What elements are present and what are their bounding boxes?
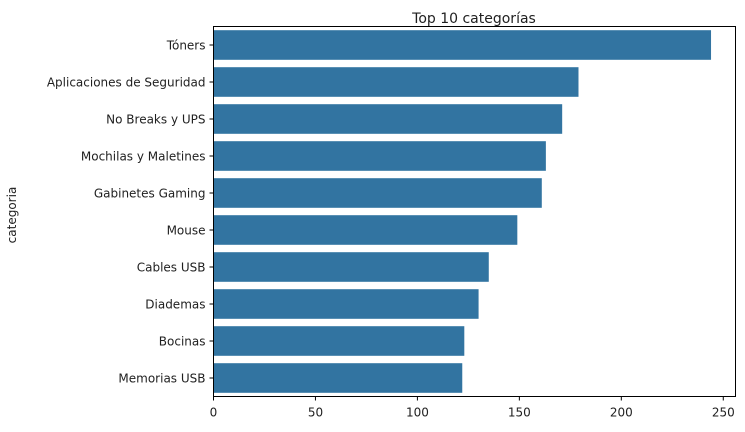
bar-0 [213, 30, 712, 60]
x-axis-ticks: 0 50 100 150 200 250 [210, 396, 735, 420]
y-tick-label-2: No Breaks y UPS [106, 113, 205, 127]
bar-9 [213, 363, 463, 393]
y-tick-label-3: Mochilas y Maletines [81, 150, 206, 164]
bar-2 [213, 104, 563, 134]
bar-1 [213, 67, 579, 97]
y-tick-label-7: Diademas [145, 298, 205, 312]
y-axis-label: categoria [5, 187, 19, 244]
bar-7 [213, 289, 479, 319]
bar-3 [213, 141, 546, 171]
y-axis-ticks: Tóners Aplicaciones de Seguridad No Breaks… [47, 39, 214, 386]
y-tick-label-1: Aplicaciones de Seguridad [47, 76, 206, 90]
bar-5 [213, 215, 518, 245]
y-tick-label-5: Mouse [167, 224, 206, 238]
x-tick-label-1: 50 [308, 406, 323, 420]
y-tick-label-6: Cables USB [137, 261, 206, 275]
bar-4 [213, 178, 542, 208]
plot-frame [213, 26, 736, 397]
x-tick-label-3: 150 [508, 406, 531, 420]
bar-8 [213, 326, 465, 356]
x-tick-label-0: 0 [210, 406, 218, 420]
x-tick-label-2: 100 [406, 406, 429, 420]
y-tick-label-9: Memorias USB [118, 372, 205, 386]
x-tick-label-5: 250 [712, 406, 735, 420]
y-tick-label-0: Tóners [166, 39, 206, 53]
bar-6 [213, 252, 489, 282]
y-tick-label-4: Gabinetes Gaming [94, 187, 206, 201]
bars-group [213, 30, 712, 393]
y-tick-label-8: Bocinas [159, 335, 206, 349]
x-tick-label-4: 200 [610, 406, 633, 420]
chart-title: Top 10 categorías [411, 11, 536, 27]
